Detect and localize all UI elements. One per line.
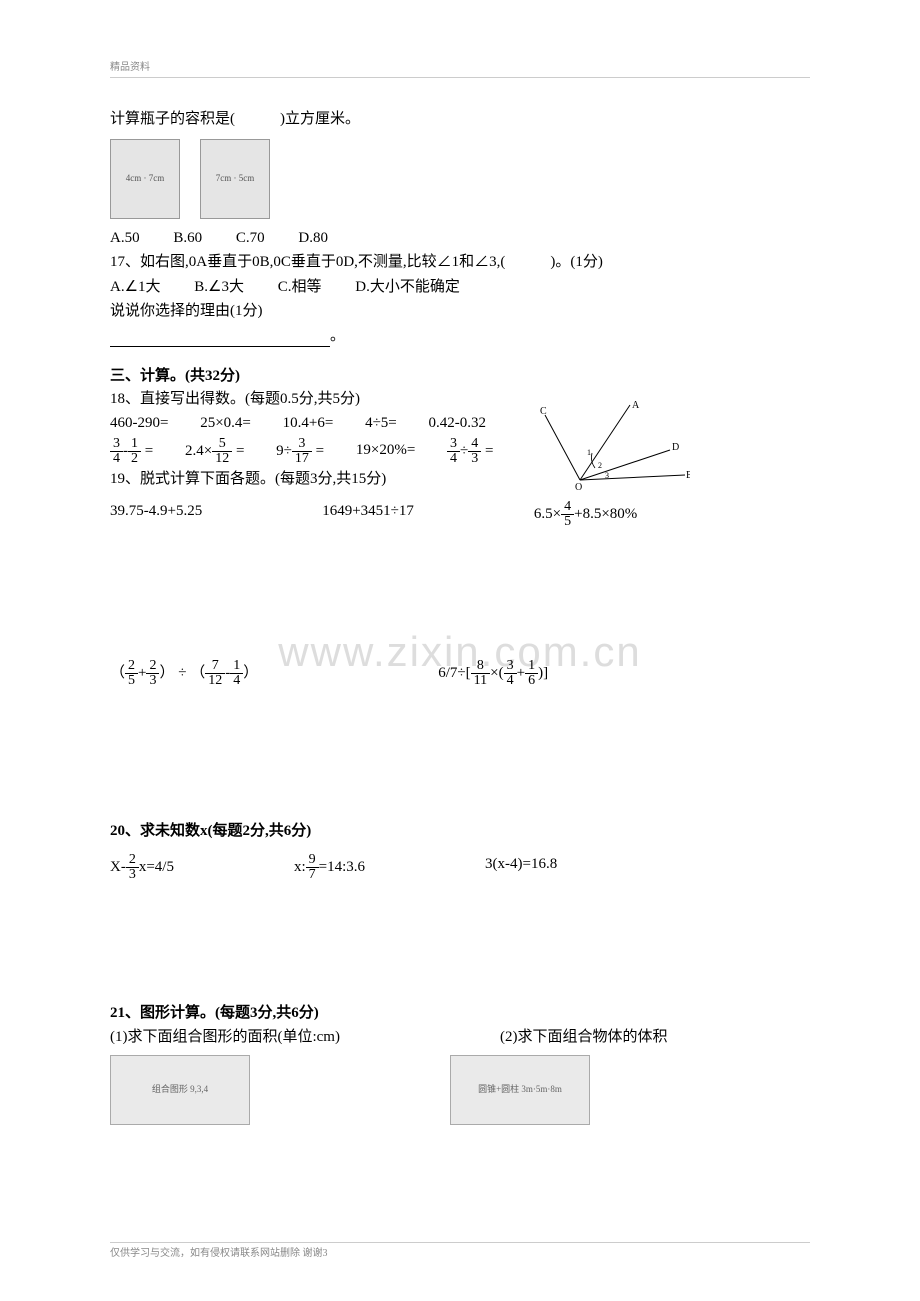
q16-option-a: A.50 (110, 227, 140, 250)
shape-image-2: 圆锥+圆柱 3m·5m·8m (450, 1055, 590, 1125)
q17-options: A.∠1大 B.∠3大 C.相等 D.大小不能确定 (110, 276, 810, 299)
q20-row: X-23x=4/5 x:97=14:3.6 3(x-4)=16.8 (110, 853, 810, 882)
q17-reason-label: 说说你选择的理由(1分) (110, 300, 810, 323)
q16-option-d: D.80 (298, 227, 328, 250)
q20-c: 3(x-4)=16.8 (485, 853, 557, 882)
q18-2a: 34-12 = (110, 437, 153, 466)
q17-option-d: D.大小不能确定 (355, 276, 460, 299)
q19-row2: （25+23） ÷ （712-14） 6/7÷[811×(34+16)] (110, 659, 810, 688)
angle-label-3: 3 (605, 471, 609, 480)
q18-2b: 2.4×512 = (185, 437, 244, 466)
q19-row1: 39.75-4.9+5.25 1649+3451÷17 6.5×45+8.5×8… (110, 500, 810, 529)
angle-label-d: D (672, 442, 679, 453)
blank-line (110, 329, 330, 347)
header-label: 精品资料 (110, 60, 810, 78)
q19-title: 19、脱式计算下面各题。(每题3分,共15分) (110, 468, 810, 491)
q18-2d: 19×20%= (356, 439, 415, 462)
q21-left-label: (1)求下面组合图形的面积(单位:cm) (110, 1026, 340, 1049)
q18-2e: 34÷43 = (447, 437, 493, 466)
bottle-image-1: 4cm · 7cm (110, 139, 180, 219)
angle-label-b: B (686, 470, 690, 481)
q21-figures: 组合图形 9,3,4 圆锥+圆柱 3m·5m·8m (110, 1055, 810, 1125)
q16-prompt: 计算瓶子的容积是( )立方厘米。 (110, 108, 810, 131)
q18-1d: 4÷5= (365, 412, 397, 435)
section-3-title: 三、计算。(共32分) (110, 365, 810, 388)
q18-1c: 10.4+6= (283, 412, 334, 435)
bottle-image-2: 7cm · 5cm (200, 139, 270, 219)
angle-label-2: 2 (598, 461, 602, 470)
q18-row1: 460-290= 25×0.4= 10.4+6= 4÷5= 0.42-0.32 (110, 412, 810, 435)
q18-2c: 9÷317 = (276, 437, 324, 466)
q17-option-c: C.相等 (278, 276, 322, 299)
footer-text: 仅供学习与交流，如有侵权请联系网站删除 谢谢 (110, 1248, 323, 1259)
footer-page: 3 (323, 1248, 328, 1259)
q20-a: X-23x=4/5 (110, 853, 174, 882)
q16-option-b: B.60 (173, 227, 202, 250)
q16-option-c: C.70 (236, 227, 265, 250)
q17-reason-blank: 。 (110, 325, 810, 348)
q16-images: 4cm · 7cm 7cm · 5cm (110, 139, 810, 219)
q18-1a: 460-290= (110, 412, 168, 435)
angle-label-c: C (540, 406, 547, 417)
q19-1c: 6.5×45+8.5×80% (534, 500, 637, 529)
q19-2right: 6/7÷[811×(34+16)] (438, 659, 548, 688)
q19-2left: （25+23） ÷ （712-14） (110, 659, 258, 688)
q20-title: 20、求未知数x(每题2分,共6分) (110, 820, 810, 843)
angle-label-o: O (575, 482, 582, 490)
shape-image-1: 组合图形 9,3,4 (110, 1055, 250, 1125)
q16-options: A.50 B.60 C.70 D.80 (110, 227, 810, 250)
page-content: 精品资料 计算瓶子的容积是( )立方厘米。 4cm · 7cm 7cm · 5c… (110, 60, 810, 1125)
q19-1b: 1649+3451÷17 (322, 500, 414, 529)
angle-label-1: 1 (587, 448, 591, 457)
q18-1e: 0.42-0.32 (429, 412, 487, 435)
q18-title: 18、直接写出得数。(每题0.5分,共5分) (110, 388, 810, 411)
q21-title: 21、图形计算。(每题3分,共6分) (110, 1002, 810, 1025)
q17-option-a: A.∠1大 (110, 276, 161, 299)
q20-b: x:97=14:3.6 (294, 853, 365, 882)
angle-label-a: A (632, 400, 640, 411)
q17-option-b: B.∠3大 (194, 276, 244, 299)
footer-label: 仅供学习与交流，如有侵权请联系网站删除 谢谢3 (110, 1242, 810, 1261)
q21-right-label: (2)求下面组合物体的体积 (500, 1026, 668, 1049)
q19-1a: 39.75-4.9+5.25 (110, 500, 202, 529)
q21-labels: (1)求下面组合图形的面积(单位:cm) (2)求下面组合物体的体积 (110, 1026, 810, 1049)
q18-1b: 25×0.4= (200, 412, 251, 435)
q17-text: 17、如右图,0A垂直于0B,0C垂直于0D,不测量,比较∠1和∠3,( )。(… (110, 251, 810, 274)
q18-row2: 34-12 = 2.4×512 = 9÷317 = 19×20%= 34÷43 … (110, 437, 810, 466)
angle-diagram: A B C D O 1 2 3 (540, 400, 690, 490)
